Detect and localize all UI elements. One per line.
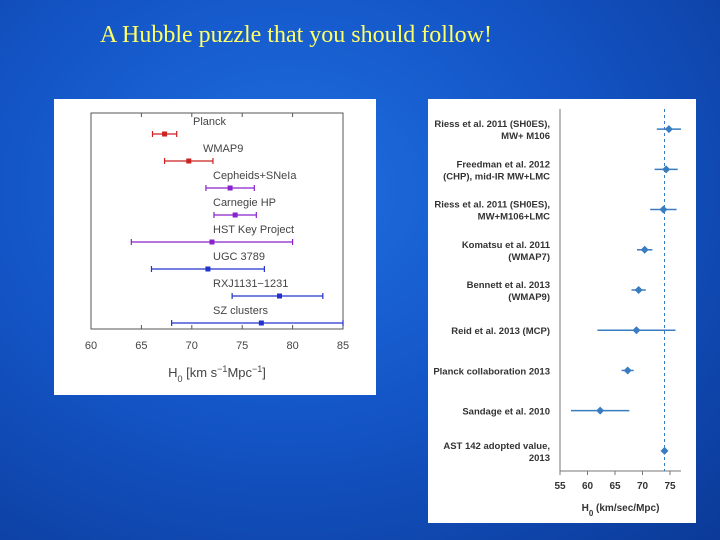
data-point: [232, 212, 238, 218]
h0-comparison-chart-left: 60 65 70 75 80 85 Planck WMAP9 Cepheids+SNeIa Car…: [85, 112, 349, 384]
data-point: [659, 205, 668, 214]
series-label: UGC 3789: [213, 251, 265, 263]
x-tick-label: 80: [286, 340, 298, 352]
series-label: MW+M106+LMC: [478, 212, 550, 223]
series-label: Cepheids+SNeIa: [213, 170, 297, 182]
data-point: [162, 131, 168, 137]
series-label: Planck: [193, 116, 227, 128]
x-tick-label: 70: [186, 340, 198, 352]
data-point: [664, 125, 673, 134]
series-label: AST 142 adopted value,: [443, 441, 550, 452]
series-label: Sandage et al. 2010: [462, 407, 550, 418]
x-tick-label: 85: [337, 340, 349, 352]
series-label: 2013: [529, 453, 550, 464]
x-tick-label: 75: [664, 481, 676, 492]
x-axis-label: H0 [km s−1Mpc−1]: [168, 364, 266, 384]
data-point: [276, 293, 282, 299]
series-label: Freedman et al. 2012: [457, 159, 550, 170]
x-tick-label: 70: [637, 481, 649, 492]
x-tick-label: 60: [85, 340, 97, 352]
series-label: Bennett et al. 2013: [467, 280, 550, 291]
data-point: [632, 326, 641, 335]
right-chart-panel: 55 60 65 70 75 Riess et al. 2011 (SH0ES), MW+ …: [428, 99, 696, 523]
series-label: (WMAP9): [508, 292, 550, 303]
x-tick-label: 60: [582, 481, 594, 492]
series-label: Reid et al. 2013 (MCP): [451, 326, 550, 337]
x-tick-label: 75: [236, 340, 248, 352]
series-label: Riess et al. 2011 (SH0ES),: [434, 119, 550, 130]
series-label: HST Key Project: [213, 224, 294, 236]
series-label: Komatsu et al. 2011: [462, 240, 551, 251]
x-axis-label: H0 (km/sec/Mpc): [582, 503, 660, 518]
series-label: SZ clusters: [213, 305, 269, 317]
x-tick-label: 55: [554, 481, 566, 492]
data-point: [205, 266, 211, 272]
data-point: [660, 446, 669, 455]
series-label: Carnegie HP: [213, 197, 276, 209]
series-label: Riess et al. 2011 (SH0ES),: [434, 200, 550, 211]
data-point: [640, 245, 649, 254]
data-point: [186, 158, 192, 164]
data-point: [634, 286, 643, 294]
left-chart-panel: 60 65 70 75 80 85 Planck WMAP9 Cepheids+SNeIa Car…: [54, 99, 376, 395]
data-point: [623, 366, 632, 375]
data-point: [596, 406, 605, 415]
data-point: [209, 239, 215, 245]
series-label: MW+ M106: [501, 131, 550, 142]
series-label: (CHP), mid-IR MW+LMC: [443, 171, 550, 182]
series-label: RXJ1131−1231: [213, 278, 288, 290]
series-label: WMAP9: [203, 143, 243, 155]
data-point: [227, 185, 233, 191]
series-label: Planck collaboration 2013: [433, 366, 550, 377]
x-tick-label: 65: [609, 481, 621, 492]
data-point: [662, 165, 671, 174]
slide-title: A Hubble puzzle that you should follow!: [100, 22, 492, 48]
data-point: [258, 320, 264, 326]
x-tick-label: 65: [135, 340, 147, 352]
plot-frame: [90, 112, 344, 330]
series-label: (WMAP7): [508, 252, 550, 263]
